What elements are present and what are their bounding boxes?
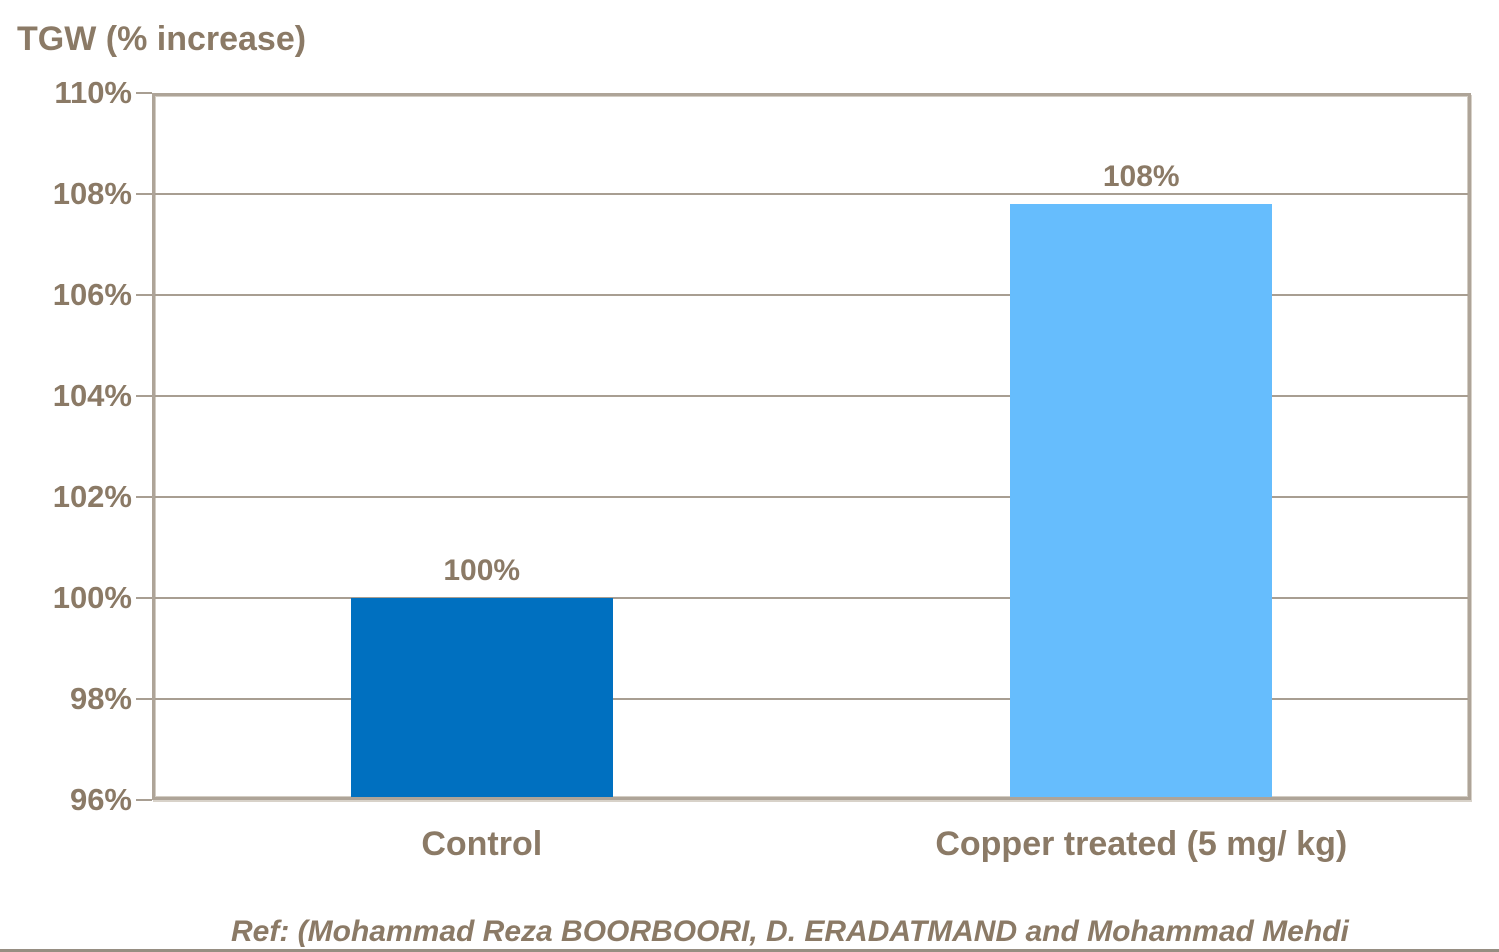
x-axis-category-label: Copper treated (5 mg/ kg) [935, 825, 1348, 863]
y-axis-tick [136, 193, 152, 195]
y-gridline [155, 193, 1468, 195]
y-axis-tick [136, 294, 152, 296]
reference-citation: Ref: (Mohammad Reza BOORBOORI, D. ERADAT… [231, 915, 1349, 948]
y-axis-tick [136, 799, 152, 801]
y-axis-tick [136, 92, 152, 94]
y-axis-tick-label: 102% [52, 479, 132, 514]
y-axis-tick [136, 597, 152, 599]
y-axis-tick-label: 98% [69, 681, 132, 716]
y-axis-tick-label: 110% [54, 75, 132, 110]
bar-copper-treated-5-mg-kg [1010, 204, 1273, 797]
bar-data-label: 108% [1102, 160, 1180, 194]
y-axis-tick-label: 100% [52, 580, 132, 615]
bar-data-label: 100% [443, 554, 521, 587]
y-axis-tick-label: 104% [52, 378, 132, 413]
y-gridline [155, 395, 1468, 397]
bar-control [350, 598, 613, 797]
y-gridline [155, 698, 1468, 700]
y-axis-tick [136, 395, 152, 397]
y-axis-tick [136, 496, 152, 498]
y-axis-tick-label: 96% [69, 782, 132, 817]
y-axis-tick-label: 106% [52, 277, 132, 312]
y-gridline [155, 294, 1468, 296]
y-gridline [155, 496, 1468, 498]
y-gridline [155, 597, 1468, 599]
x-axis-category-label: Control [421, 825, 543, 863]
bottom-divider [0, 949, 1499, 952]
y-axis-tick [136, 698, 152, 700]
y-axis-tick-label: 108% [52, 176, 132, 211]
chart-title: TGW (% increase) [17, 20, 307, 58]
